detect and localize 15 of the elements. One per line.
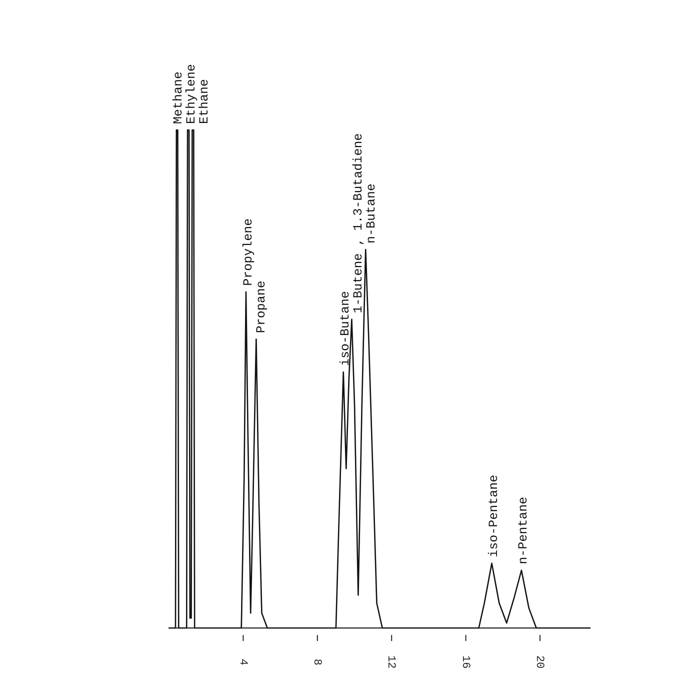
annotation: iso-Butane xyxy=(338,291,353,366)
x-tick-label: 20 xyxy=(533,655,546,669)
annotation: Ethane xyxy=(198,78,212,124)
annotation: Methane xyxy=(172,71,186,124)
annotation: n-Pentane xyxy=(516,496,531,564)
x-tick-label: 16 xyxy=(458,655,471,669)
x-tick-label: 12 xyxy=(384,655,397,669)
x-tick-label: 4 xyxy=(236,658,248,666)
x-tick-label: 8 xyxy=(310,658,322,666)
annotation: Propane xyxy=(254,280,268,334)
annotation: Propylene xyxy=(241,218,256,286)
annotation: 1-Butene , 1.3-Butadiene xyxy=(352,133,366,314)
annotation: Ethylene xyxy=(184,64,199,124)
annotation: n-Butane xyxy=(364,184,379,244)
annotation: iso-Pentane xyxy=(487,474,502,558)
